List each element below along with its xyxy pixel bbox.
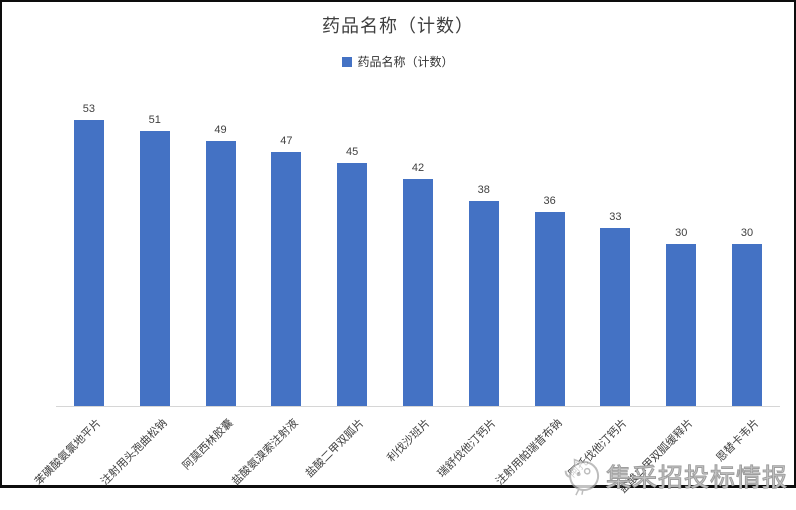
- x-axis-category-label: 盐酸氨溴索注射液: [230, 417, 301, 488]
- bar-value-label: 47: [280, 135, 293, 147]
- bar[interactable]: [666, 244, 697, 406]
- bar-value-label: 36: [543, 195, 556, 207]
- watermark: 集采招投标情报: [564, 452, 788, 499]
- bar-group: 36 注射用帕瑞昔布钠: [493, 87, 583, 488]
- bar[interactable]: [732, 244, 763, 406]
- x-axis-category-label: 注射用头孢曲松钠: [98, 417, 170, 488]
- plot-area: 53 苯磺酸氨氯地平片 51 注射用头孢曲松钠 49 阿莫西林胶囊 47 盐酸氨…: [33, 87, 780, 496]
- bar[interactable]: [468, 201, 499, 406]
- bar-value-label: 30: [740, 227, 754, 239]
- bar-value-label: 53: [82, 103, 96, 115]
- x-axis-category-label: 瑞舒伐他汀钙片: [435, 417, 499, 481]
- legend[interactable]: 药品名称（计数）: [2, 53, 794, 70]
- bar[interactable]: [402, 179, 433, 406]
- legend-color-swatch: [342, 56, 353, 67]
- x-axis-category-label: 注射用帕瑞昔布钠: [493, 417, 565, 488]
- bar[interactable]: [337, 163, 368, 406]
- x-axis-category-label: 盐酸二甲双胍片: [303, 417, 367, 481]
- bar-group: 53 苯磺酸氨氯地平片: [33, 87, 122, 488]
- watermark-text: 集采招投标情报: [605, 463, 788, 492]
- bar-group: 30 盐酸二甲双胍缓释片: [617, 87, 714, 496]
- bar-group: 33 阿托伐他汀钙片: [567, 87, 649, 480]
- bar[interactable]: [534, 212, 565, 406]
- watermark-mascot-icon: [560, 448, 609, 502]
- bar-value-label: 38: [477, 184, 490, 196]
- bar[interactable]: [600, 228, 631, 406]
- bar-group: 45 盐酸二甲双胍片: [304, 87, 385, 480]
- bar-value-label: 30: [675, 227, 688, 239]
- x-axis-category-label: 利伐沙班片: [385, 417, 433, 465]
- chart-title: 药品名称（计数）: [322, 16, 474, 36]
- image-border-frame: 药品名称（计数） 药品名称（计数） 53 苯磺酸氨氯地平片 51 注射用头孢曲松…: [0, 0, 796, 496]
- bar-group: 38 瑞舒伐他汀钙片: [435, 87, 517, 480]
- bar-value-label: 51: [148, 114, 161, 126]
- x-axis-category-label: 阿莫西林胶囊: [179, 417, 236, 473]
- bar-value-label: 33: [609, 211, 622, 223]
- bar[interactable]: [205, 141, 236, 406]
- bar-value-label: 49: [214, 124, 227, 136]
- bar-group: 49 阿莫西林胶囊: [180, 87, 254, 472]
- bar-group: 30 恩替卡韦片: [714, 87, 780, 464]
- legend-label: 药品名称（计数）: [357, 55, 454, 69]
- bar[interactable]: [73, 120, 104, 406]
- bar-value-label: 45: [346, 146, 359, 158]
- bar[interactable]: [139, 131, 170, 406]
- bar-group: 42 利伐沙班片: [385, 87, 451, 464]
- bar-value-label: 42: [411, 162, 425, 174]
- bar-group: 47 盐酸氨溴索注射液: [230, 87, 319, 488]
- x-axis-category-label: 苯磺酸氨氯地平片: [32, 417, 104, 488]
- bar[interactable]: [271, 152, 302, 406]
- bar-group: 51 注射用头孢曲松钠: [99, 87, 188, 488]
